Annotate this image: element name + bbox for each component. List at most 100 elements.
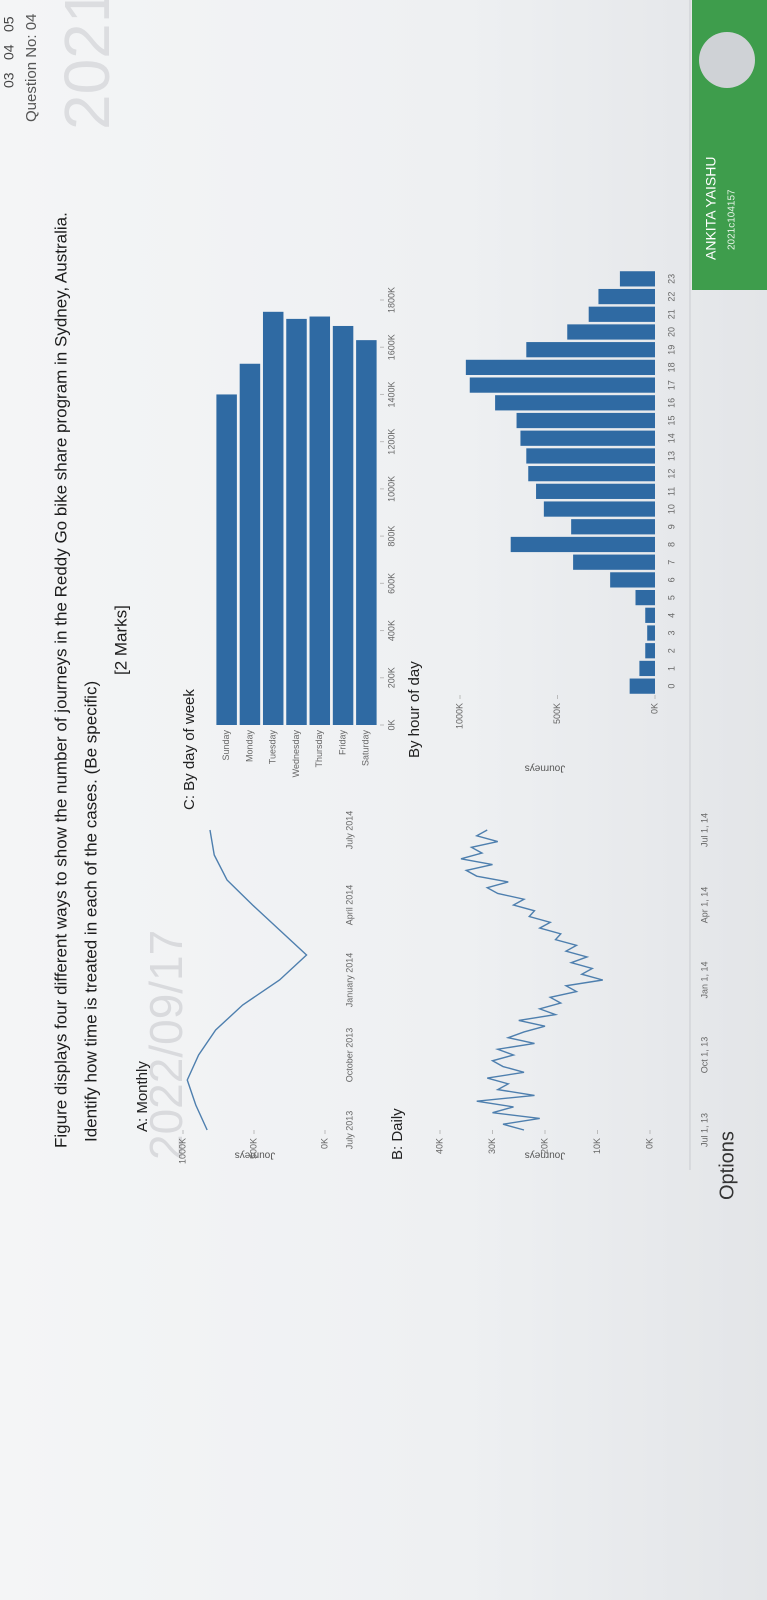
y-tick-label: 40K: [434, 1138, 444, 1154]
y-tick-label: 0K: [644, 1138, 654, 1149]
x-tick-label: 14: [666, 433, 676, 443]
x-tick-label: October 2013: [344, 1028, 354, 1083]
x-tick-label: 12: [666, 469, 676, 479]
bar: [495, 395, 655, 411]
x-tick-label: 800K: [386, 526, 396, 547]
x-tick-label: 1800K: [386, 287, 396, 313]
nav-item[interactable]: 04: [1, 44, 17, 60]
x-tick-label: 20: [666, 327, 676, 337]
x-tick-label: 15: [666, 416, 676, 426]
x-tick-label: Jul 1, 13: [699, 1113, 709, 1147]
x-tick-label: January 2014: [344, 953, 354, 1008]
avatar[interactable]: [699, 32, 755, 88]
bar: [647, 625, 656, 641]
y-tick-label: 10K: [592, 1138, 602, 1154]
bar: [465, 359, 655, 376]
bar: [332, 325, 354, 725]
x-tick-label: 0K: [386, 719, 396, 730]
bar: [516, 412, 655, 429]
bar: [262, 311, 284, 725]
watermark: 2021c104157: [51, 0, 123, 130]
bar: [510, 536, 656, 553]
x-tick-label: Jan 1, 14: [699, 961, 709, 998]
y-axis-title: Journeys: [235, 1149, 276, 1160]
bar: [571, 519, 656, 535]
bar: [520, 430, 656, 446]
bar: [543, 501, 655, 517]
bar: [588, 306, 656, 322]
question-text: Identify how time is treated in each of …: [81, 681, 100, 1142]
y-axis-title: Journeys: [525, 762, 566, 773]
bar: [598, 288, 656, 305]
data-line: [460, 829, 603, 1131]
bar: [629, 678, 656, 694]
chart-title: A: Monthly: [134, 1061, 151, 1132]
nav-item[interactable]: 03: [1, 72, 17, 88]
bar: [216, 394, 237, 725]
x-tick-label: 16: [666, 398, 676, 408]
x-tick-label: 1: [666, 666, 676, 671]
x-tick-label: 0: [666, 684, 676, 689]
bar: [469, 377, 655, 393]
options-button[interactable]: Options: [716, 1131, 738, 1200]
category-label: Tuesday: [268, 730, 278, 765]
bar: [619, 271, 656, 287]
x-tick-label: 5: [666, 595, 676, 600]
x-tick-label: 11: [666, 487, 676, 496]
category-label: Sunday: [221, 730, 231, 761]
x-tick-label: 17: [666, 380, 676, 390]
bar: [528, 466, 655, 482]
x-tick-label: 6: [666, 577, 676, 582]
y-tick-label: 1000K: [454, 703, 464, 729]
nav-item[interactable]: 05: [1, 16, 17, 32]
y-tick-label: 500K: [248, 1138, 258, 1159]
bar: [610, 572, 656, 588]
bar: [356, 340, 377, 725]
category-label: Saturday: [361, 730, 371, 767]
user-name: ANKITA YAISHU: [703, 157, 719, 260]
x-tick-label: 1400K: [386, 381, 396, 407]
x-tick-label: 4: [666, 613, 676, 618]
x-tick-label: July 2013: [344, 1111, 354, 1150]
bar: [536, 483, 655, 499]
chart-title: B: Daily: [389, 1108, 406, 1160]
category-label: Friday: [337, 730, 347, 756]
x-tick-label: 600K: [386, 573, 396, 594]
y-tick-label: 30K: [487, 1138, 497, 1154]
x-tick-label: 400K: [386, 620, 396, 641]
bar: [635, 589, 655, 606]
x-tick-label: 9: [666, 524, 676, 529]
bar: [639, 660, 656, 677]
bar: [645, 607, 655, 623]
category-label: Monday: [244, 730, 254, 763]
x-tick-label: 2: [666, 648, 676, 653]
question-number: Question No: 04: [23, 14, 40, 122]
y-tick-label: 500K: [552, 703, 562, 724]
bar: [567, 324, 655, 340]
x-tick-label: 18: [666, 362, 676, 372]
bar: [526, 448, 655, 464]
x-tick-label: 10: [666, 504, 676, 514]
bar: [239, 363, 261, 725]
x-tick-label: 8: [666, 542, 676, 547]
x-tick-label: Jul 1, 14: [699, 813, 709, 847]
x-tick-label: 3: [666, 631, 676, 636]
bar: [309, 316, 331, 725]
category-label: Thursday: [314, 730, 324, 768]
y-tick-label: 20K: [539, 1138, 549, 1154]
marks: [2 Marks]: [111, 605, 130, 675]
y-tick-label: 0K: [649, 703, 659, 714]
y-tick-label: 0K: [319, 1138, 329, 1149]
x-tick-label: 22: [666, 292, 676, 302]
bar: [286, 318, 307, 725]
chart-title: C: By day of week: [181, 689, 198, 810]
category-label: Wednesday: [291, 730, 301, 778]
x-tick-label: April 2014: [344, 885, 354, 926]
y-tick-label: 1000K: [177, 1138, 187, 1164]
data-line: [186, 829, 308, 1131]
x-tick-label: 21: [666, 309, 676, 319]
x-tick-label: Apr 1, 14: [699, 887, 709, 924]
